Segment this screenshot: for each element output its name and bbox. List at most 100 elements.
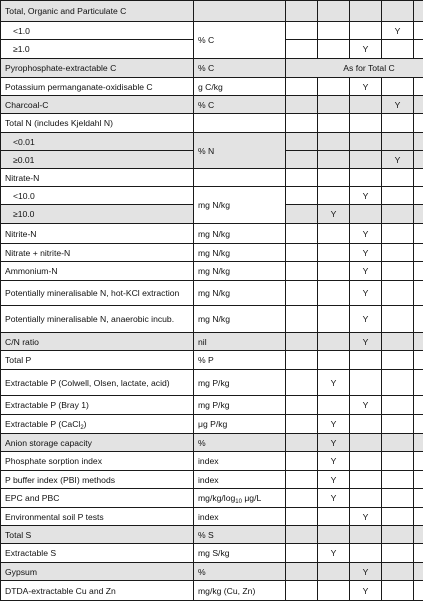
parameter-label: DTDA-extractable Cu and Zn (5, 586, 116, 596)
parameter-cell: ≥10.0 (1, 205, 194, 224)
parameter-label: P buffer index (PBI) methods (5, 475, 115, 485)
parameter-cell: Extractable P (CaCl2) (1, 415, 194, 434)
flag-cell (414, 471, 423, 489)
flag-cell (286, 262, 318, 281)
table-row: <0.01% NY (1, 133, 423, 151)
flag-cell: Y (350, 244, 382, 262)
unit-label: mg/kg (Cu, Zn) (198, 586, 255, 596)
flag-cell (318, 526, 350, 544)
table-row: Nitrate + nitrite-N mg N/kg Y (1, 244, 423, 262)
flag-cell (318, 96, 350, 114)
unit-label: μg P/kg (198, 419, 227, 429)
unit-label: mg N/kg (198, 314, 230, 324)
unit-label: % P (198, 355, 214, 365)
parameter-cell: Nitrate + nitrite-N (1, 244, 194, 262)
table-row: Potassium permanganate-oxidisable C g C/k… (1, 78, 423, 96)
flag-cell (286, 526, 318, 544)
table-row: Gypsum%Y (1, 563, 423, 581)
unit-cell: mg/kg/log10 μg/L (194, 489, 286, 508)
flag-cell (318, 169, 350, 187)
table-row: Total P% PY (1, 351, 423, 370)
flag-cell (414, 370, 423, 396)
table-row: Nitrate-N (1, 169, 423, 187)
flag-cell (382, 508, 414, 526)
flag-cell (286, 581, 318, 601)
flag-cell (382, 396, 414, 415)
flag-cell: Y (350, 396, 382, 415)
flag-cell (286, 22, 318, 40)
unit-cell: mg N/kg (194, 244, 286, 262)
flag-cell (350, 169, 382, 187)
parameter-cell: Charcoal-C (1, 96, 194, 114)
flag-cell (382, 471, 414, 489)
flag-cell (318, 244, 350, 262)
flag-cell (382, 262, 414, 281)
parameter-label: <1.0 (13, 26, 30, 36)
parameter-cell: Extractable P (Bray 1) (1, 396, 194, 415)
flag-cell (318, 351, 350, 370)
flag-cell (318, 22, 350, 40)
flag-cell (318, 396, 350, 415)
parameter-cell: Extractable S (1, 544, 194, 563)
flag-cell (414, 333, 423, 351)
unit-cell: index (194, 508, 286, 526)
parameter-label: ≥10.0 (13, 209, 34, 219)
parameter-label: Potentially mineralisable N, anaerobic i… (5, 314, 174, 324)
flag-cell: Y (350, 581, 382, 601)
flag-cell: Y (414, 526, 423, 544)
parameter-label: Total S (5, 530, 31, 540)
flag-cell (350, 96, 382, 114)
flag-cell (286, 333, 318, 351)
parameter-cell: ≥0.01 (1, 151, 194, 169)
unit-label: % C (198, 35, 214, 45)
unit-cell: mg P/kg (194, 396, 286, 415)
flag-cell (318, 581, 350, 601)
flag-cell (286, 544, 318, 563)
flag-cell (382, 114, 414, 133)
unit-cell: mg N/kg (194, 306, 286, 333)
parameter-cell: Nitrate-N (1, 169, 194, 187)
flag-cell (382, 224, 414, 244)
flag-cell (286, 415, 318, 434)
unit-label: % (198, 438, 206, 448)
flag-cell (414, 96, 423, 114)
parameter-cell: C/N ratio (1, 333, 194, 351)
flag-cell (414, 1, 423, 22)
flag-cell (286, 471, 318, 489)
flag-cell (414, 489, 423, 508)
flag-cell (286, 224, 318, 244)
unit-label: mg N/kg (198, 248, 230, 258)
unit-label: index (198, 456, 219, 466)
parameter-label: Gypsum (5, 567, 37, 577)
unit-label: g C/kg (198, 82, 223, 92)
flag-cell (350, 370, 382, 396)
unit-label: mg/kg/log (198, 493, 235, 503)
flag-cell (414, 114, 423, 133)
unit-cell: g C/kg (194, 78, 286, 96)
flag-cell (286, 508, 318, 526)
flag-cell (382, 526, 414, 544)
parameter-label: Extractable S (5, 548, 56, 558)
flag-cell: Y (318, 489, 350, 508)
unit-cell: % C (194, 59, 286, 78)
flag-cell (286, 151, 318, 169)
parameter-label: Environmental soil P tests (5, 512, 104, 522)
flag-cell (382, 581, 414, 601)
flag-cell (414, 262, 423, 281)
flag-cell (350, 471, 382, 489)
flag-cell: Y (318, 452, 350, 471)
flag-cell (350, 415, 382, 434)
parameter-label: Potassium permanganate-oxidisable C (5, 82, 153, 92)
unit-cell: % C (194, 96, 286, 114)
parameter-cell: Ammonium-N (1, 262, 194, 281)
unit-label: % N (198, 146, 214, 156)
flag-cell (318, 224, 350, 244)
flag-cell (414, 452, 423, 471)
parameter-cell: Total, Organic and Particulate C (1, 1, 194, 22)
